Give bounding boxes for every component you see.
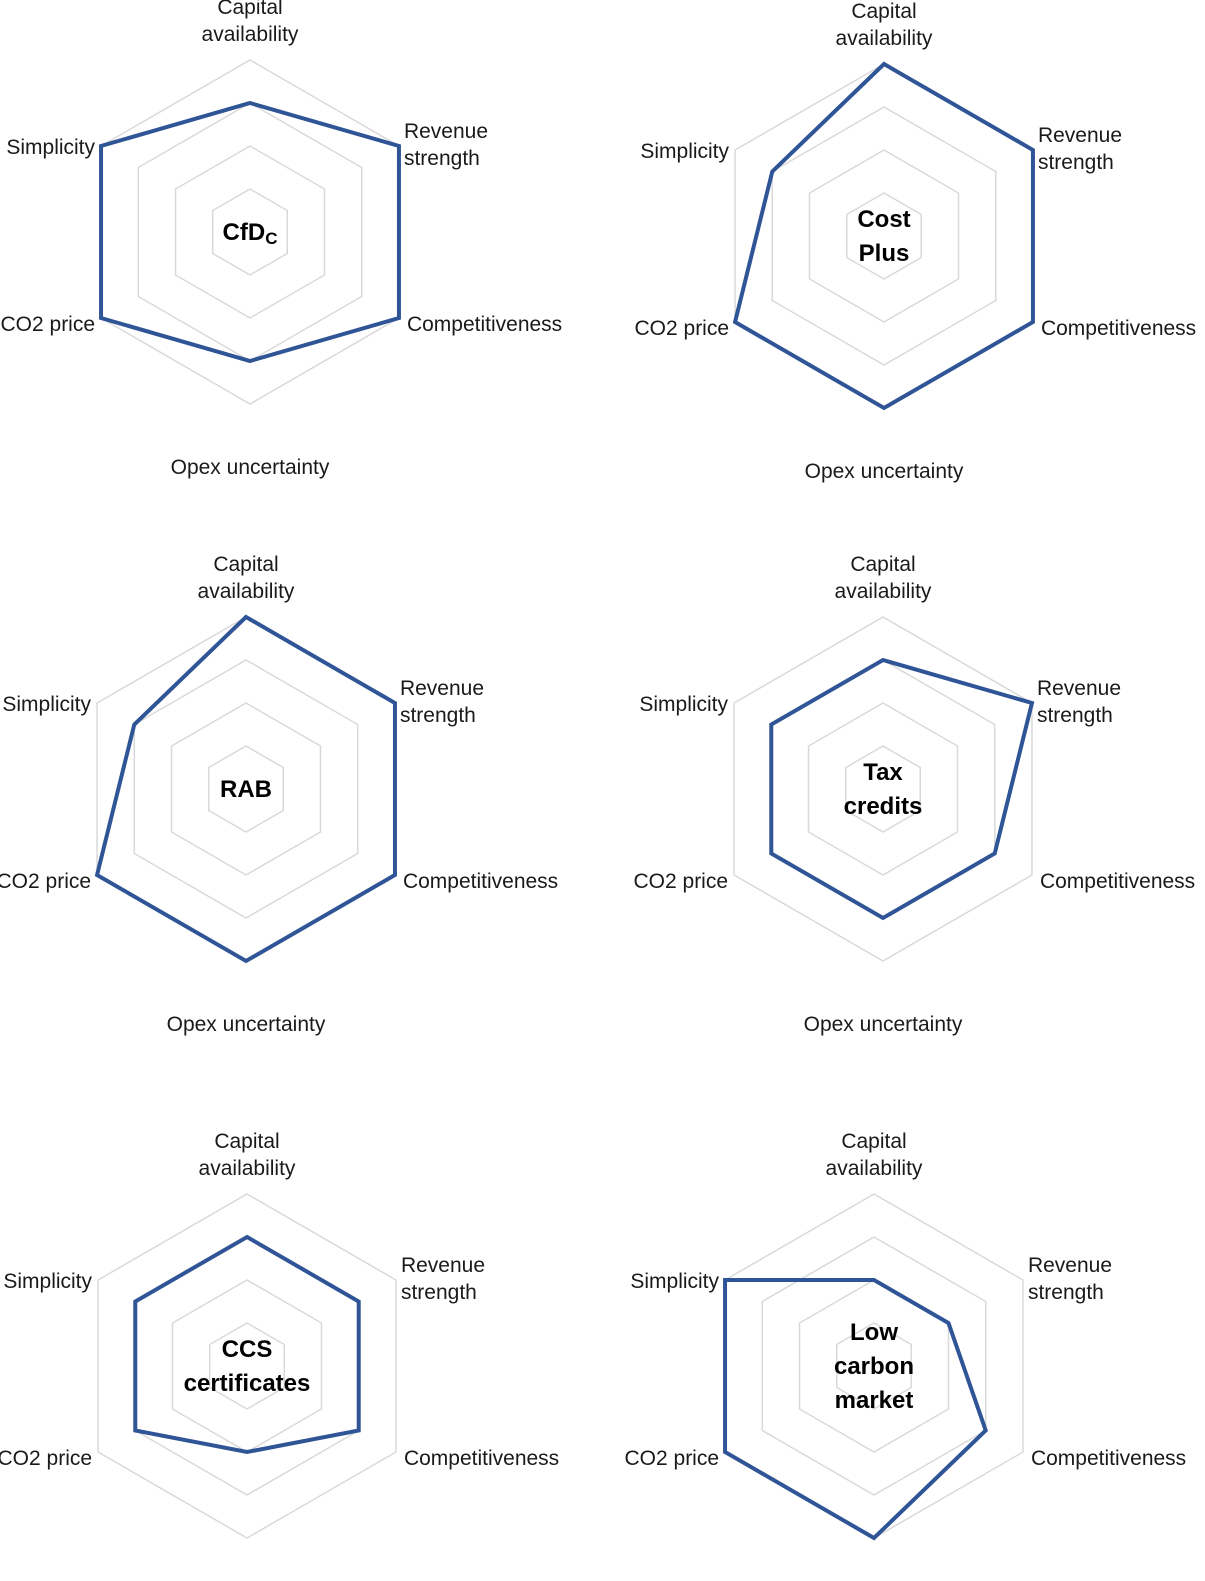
axis-label: Capital availability	[836, 0, 933, 50]
axis-label: CO2 price	[635, 317, 730, 340]
center-label: CfDC	[223, 219, 278, 248]
axis-label: Revenue strength	[1037, 677, 1121, 727]
grid-ring-2	[174, 145, 326, 319]
center-label: CCS certificates	[184, 1336, 311, 1397]
axis-label: Capital availability	[202, 0, 299, 46]
grid-ring-3	[770, 659, 996, 919]
axis-label: CO2 price	[625, 1447, 720, 1470]
grid-ring-2	[171, 1279, 323, 1453]
grid-ring-1	[836, 1322, 912, 1410]
grid-ring-2	[808, 149, 960, 323]
axis-label: Opex uncertainty	[171, 456, 330, 479]
grid-ring-3	[134, 1236, 360, 1496]
center-label: RAB	[220, 776, 272, 803]
grid-ring-4	[733, 616, 1033, 962]
grid-ring-1	[208, 745, 284, 833]
radar-panel-2: Capital availability Revenue strength Compet…	[635, 0, 1197, 483]
axis-label: CO2 price	[1, 313, 96, 336]
axis-label: Revenue strength	[401, 1254, 485, 1304]
grid-ring-2	[807, 702, 959, 876]
axis-label: Capital availability	[826, 1130, 923, 1180]
radar-panel-4: Capital availability Revenue strength Compet…	[634, 553, 1196, 1036]
axis-label: Opex uncertainty	[805, 460, 964, 483]
center-label: Tax credits	[844, 759, 923, 820]
axis-label: Opex uncertainty	[804, 1013, 963, 1036]
axis-label: Revenue strength	[1028, 1254, 1112, 1304]
center-label: Cost Plus	[857, 206, 910, 267]
grid-ring-1	[845, 745, 921, 833]
series-outline	[732, 61, 1035, 411]
axis-label: CO2 price	[634, 870, 729, 893]
axis-label: Simplicity	[630, 1270, 719, 1293]
axis-label: Competitiveness	[407, 313, 562, 336]
grid-ring-1	[209, 1322, 285, 1410]
series-outline	[769, 657, 1035, 921]
axis-label: Competitiveness	[403, 870, 558, 893]
axis-label: Capital availability	[199, 1130, 296, 1180]
grid-ring-2	[170, 702, 322, 876]
radar-panel-1: Capital availability Revenue strength Compet…	[1, 0, 563, 479]
axis-label: Capital availability	[835, 553, 932, 603]
axis-label: Simplicity	[3, 1270, 92, 1293]
radar-panel-3: Capital availability Revenue strength Compet…	[0, 553, 558, 1036]
axis-label: Competitiveness	[1041, 317, 1196, 340]
radar-panel-6: Capital availability Revenue strength Compet…	[625, 1130, 1186, 1541]
grid-ring-3	[761, 1236, 987, 1496]
grid-ring-1	[212, 188, 288, 276]
axis-label: Revenue strength	[404, 120, 488, 170]
axis-label: Simplicity	[6, 136, 95, 159]
axis-label: Simplicity	[640, 140, 729, 163]
axis-label: CO2 price	[0, 1447, 92, 1470]
axis-label: Simplicity	[2, 693, 91, 716]
grid-ring-4	[97, 1193, 397, 1539]
axis-label: Revenue strength	[1038, 124, 1122, 174]
grid-ring-1	[846, 192, 922, 280]
axis-label: CO2 price	[0, 870, 91, 893]
axis-label: Competitiveness	[1031, 1447, 1186, 1470]
axis-label: Opex uncertainty	[167, 1013, 326, 1036]
center-label: Low carbon market	[834, 1319, 914, 1414]
axis-label: Competitiveness	[404, 1447, 559, 1470]
axis-label: Competitiveness	[1040, 870, 1195, 893]
axis-label: Revenue strength	[400, 677, 484, 727]
grid-ring-3	[771, 106, 997, 366]
grid-ring-4	[734, 63, 1034, 409]
radar-panel-5: Capital availability Revenue strength Compet…	[0, 1130, 559, 1539]
axis-label: Capital availability	[198, 553, 295, 603]
axis-label: Simplicity	[639, 693, 728, 716]
